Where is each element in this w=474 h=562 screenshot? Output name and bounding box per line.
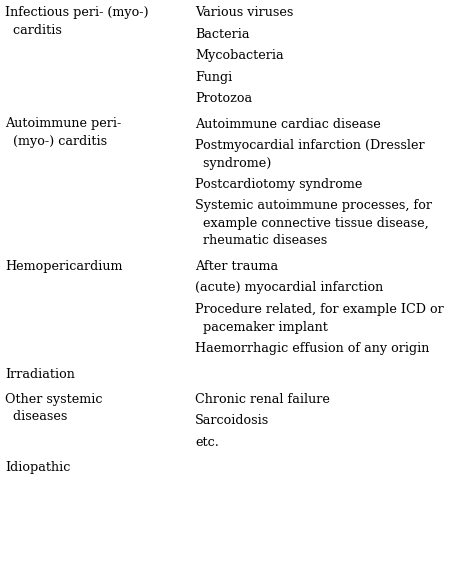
Text: Fungi: Fungi <box>195 70 232 84</box>
Text: etc.: etc. <box>195 436 219 449</box>
Text: Bacteria: Bacteria <box>195 28 249 40</box>
Text: Protozoa: Protozoa <box>195 92 252 105</box>
Text: pacemaker implant: pacemaker implant <box>195 320 328 333</box>
Text: Autoimmune peri-: Autoimmune peri- <box>5 117 121 130</box>
Text: Postmyocardial infarction (Dressler: Postmyocardial infarction (Dressler <box>195 139 425 152</box>
Text: (myo-) carditis: (myo-) carditis <box>5 135 107 148</box>
Text: Hemopericardium: Hemopericardium <box>5 260 122 273</box>
Text: Sarcoidosis: Sarcoidosis <box>195 415 269 428</box>
Text: Irradiation: Irradiation <box>5 368 75 380</box>
Text: syndrome): syndrome) <box>195 156 272 170</box>
Text: Systemic autoimmune processes, for: Systemic autoimmune processes, for <box>195 200 432 212</box>
Text: example connective tissue disease,: example connective tissue disease, <box>195 217 429 230</box>
Text: rheumatic diseases: rheumatic diseases <box>195 234 327 247</box>
Text: carditis: carditis <box>5 24 62 37</box>
Text: Postcardiotomy syndrome: Postcardiotomy syndrome <box>195 178 363 191</box>
Text: Idiopathic: Idiopathic <box>5 461 70 474</box>
Text: Mycobacteria: Mycobacteria <box>195 49 283 62</box>
Text: Other systemic: Other systemic <box>5 393 102 406</box>
Text: diseases: diseases <box>5 410 67 424</box>
Text: Haemorrhagic effusion of any origin: Haemorrhagic effusion of any origin <box>195 342 429 355</box>
Text: Infectious peri- (myo-): Infectious peri- (myo-) <box>5 6 149 19</box>
Text: Autoimmune cardiac disease: Autoimmune cardiac disease <box>195 117 381 130</box>
Text: After trauma: After trauma <box>195 260 278 273</box>
Text: Various viruses: Various viruses <box>195 6 293 19</box>
Text: Chronic renal failure: Chronic renal failure <box>195 393 330 406</box>
Text: (acute) myocardial infarction: (acute) myocardial infarction <box>195 282 383 294</box>
Text: Procedure related, for example ICD or: Procedure related, for example ICD or <box>195 303 444 316</box>
